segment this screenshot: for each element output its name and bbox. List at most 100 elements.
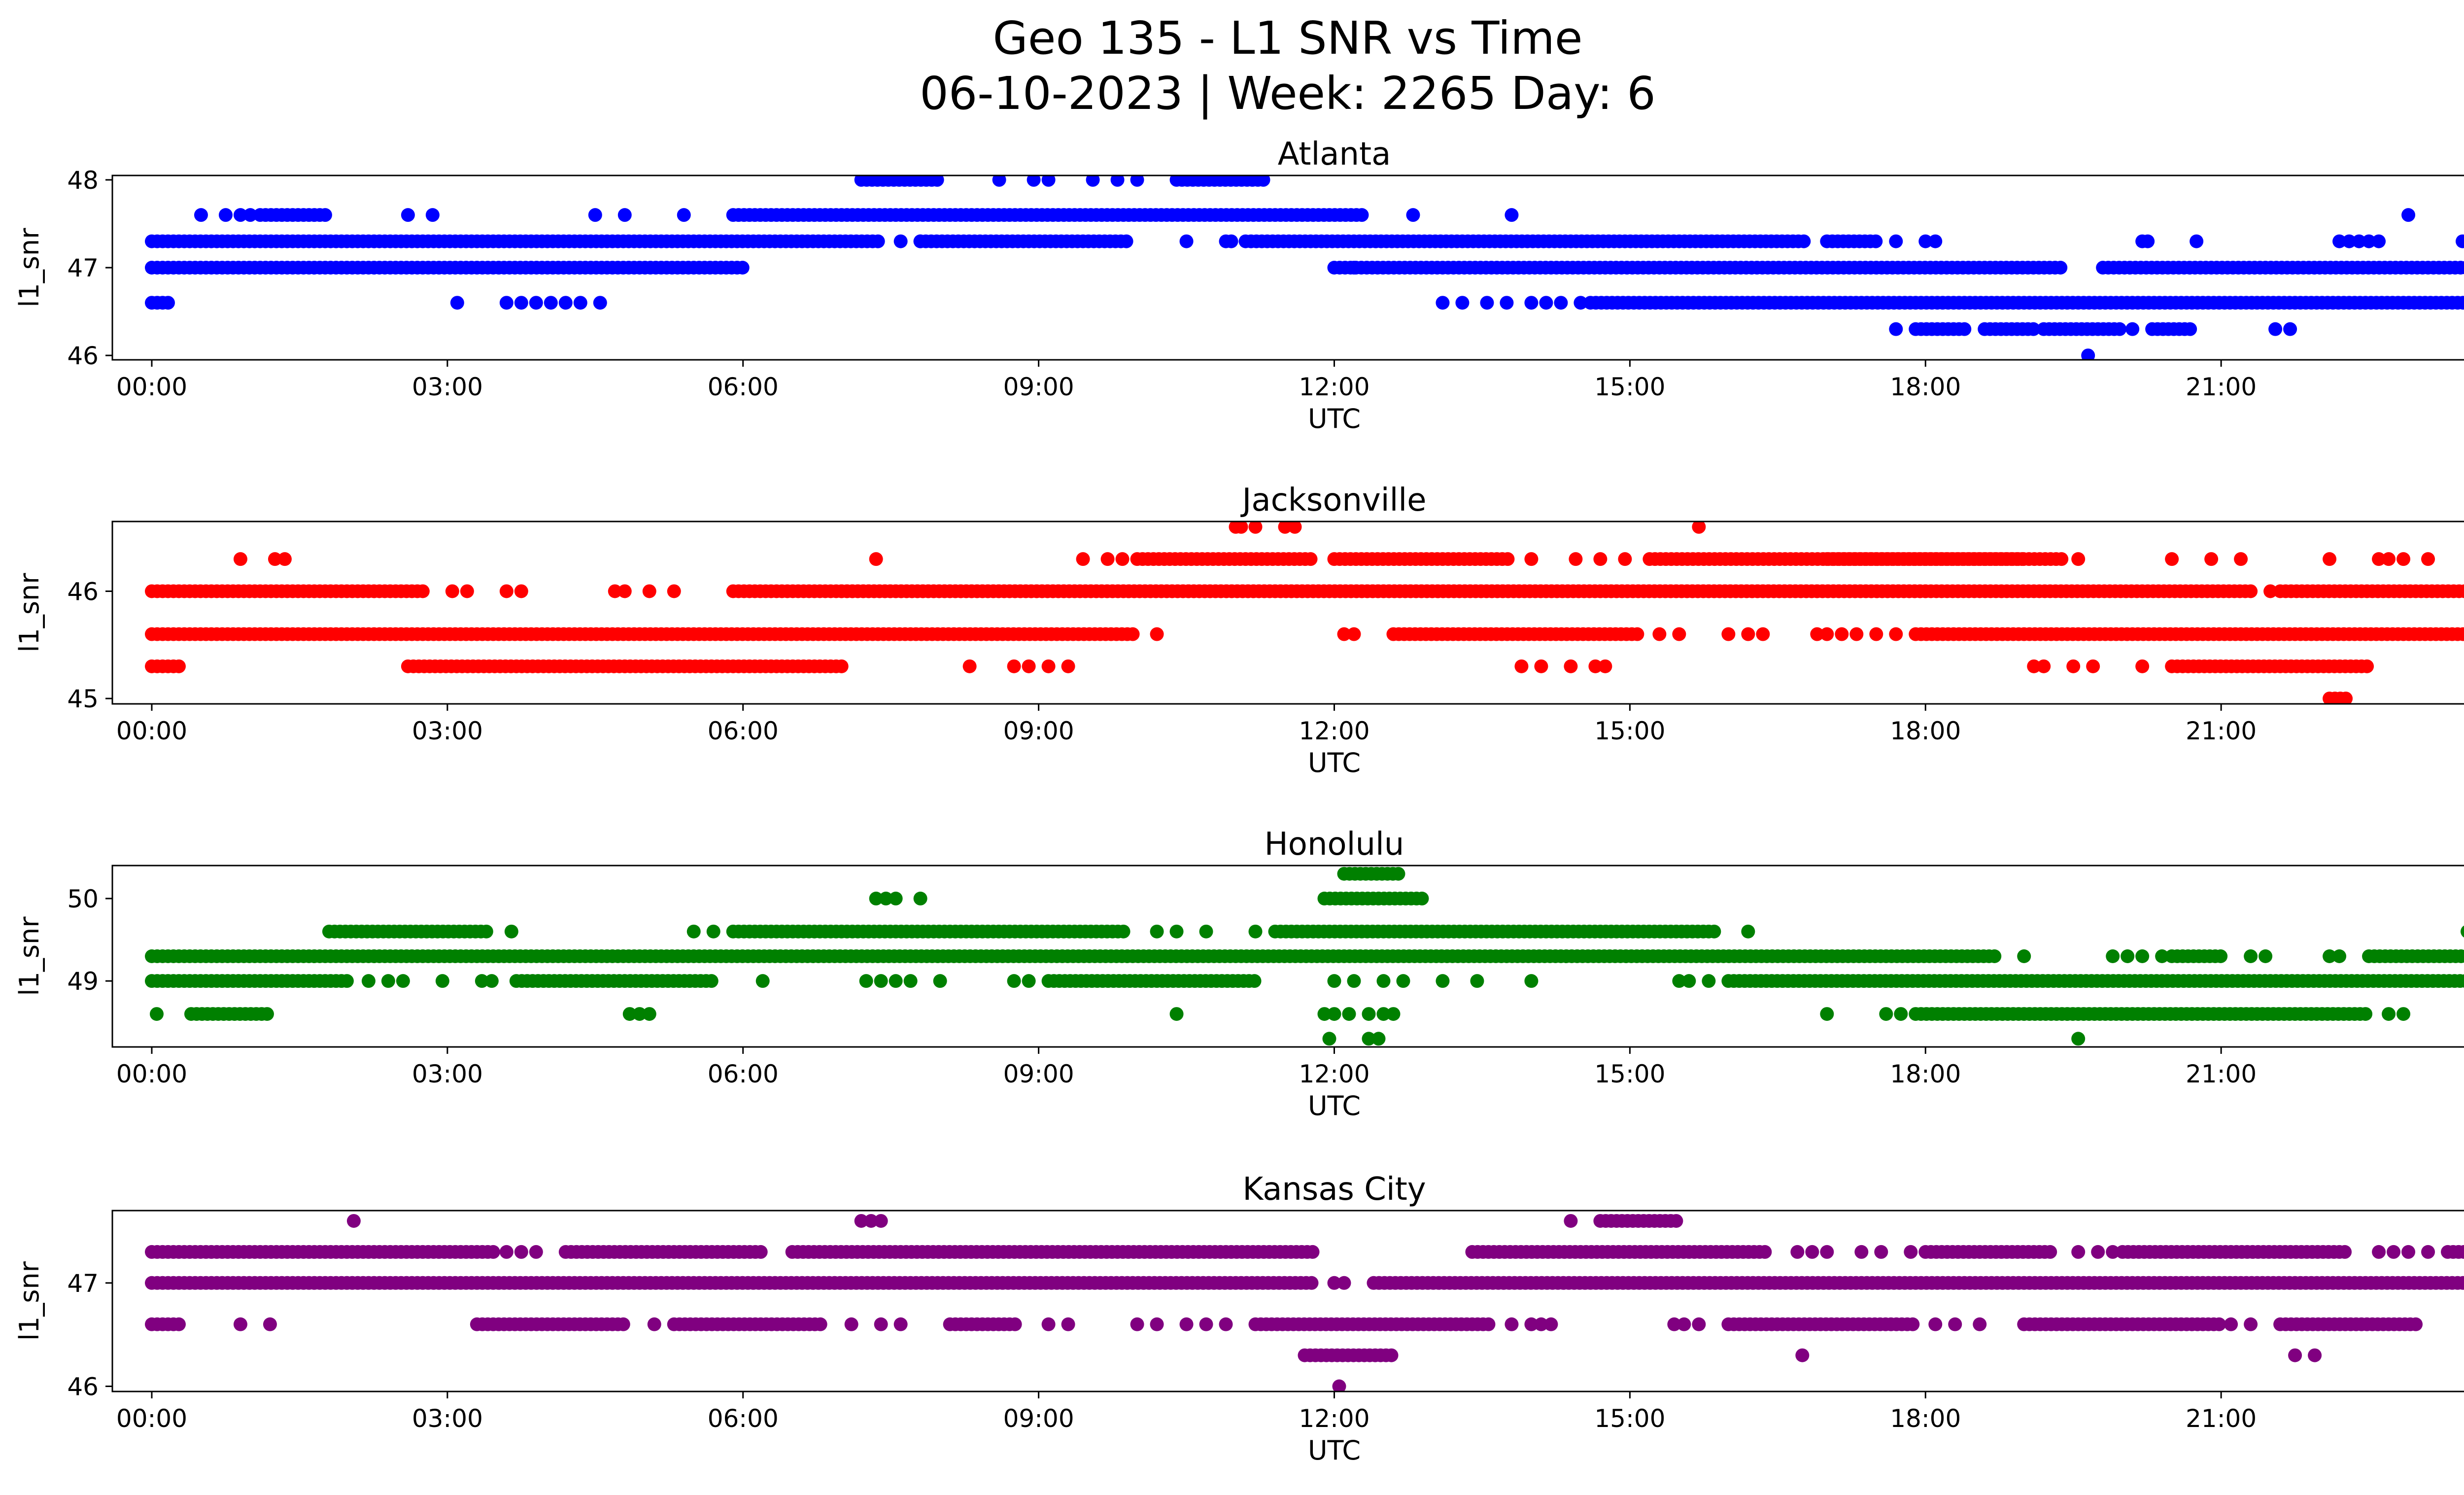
data-point [1879,1007,1893,1021]
data-point [1481,1317,1496,1331]
data-point [1672,627,1686,641]
data-point [2463,1248,2464,1256]
data-point [2204,552,2219,566]
data-point [1061,659,1075,673]
x-axis-label: UTC [1308,747,1361,778]
data-point [1386,1007,1401,1021]
data-point [667,584,681,598]
data-point [1820,627,1834,641]
data-point [1022,659,1036,673]
data-point [1539,296,1553,310]
data-point [1100,552,1115,566]
data-point [1022,974,1036,988]
data-point [460,584,474,598]
data-point [2135,949,2150,963]
data-point [2409,1317,2423,1331]
data-point [1598,659,1612,673]
data-point [1682,974,1696,988]
data-point [903,974,918,988]
data-point [2459,974,2464,988]
data-point [1889,234,1903,248]
data-point [1342,1007,1356,1021]
data-point [2086,659,2100,673]
data-point [2113,322,2127,336]
data-point [753,1245,768,1259]
y-axis-label: l1_snr [14,1261,45,1341]
data-point [1371,1032,1386,1046]
data-point [869,552,883,566]
data-point [1593,552,1608,566]
data-point [514,1245,528,1259]
data-point [2372,1245,2386,1259]
data-point [1327,1276,1341,1290]
y-tick-label: 49 [67,967,99,996]
data-point [874,974,888,988]
data-point [1027,175,1041,187]
x-tick-label: 00:00 [116,1060,187,1088]
data-point [2091,1245,2105,1259]
data-point [277,552,292,566]
data-point [2027,659,2041,673]
data-point [879,891,893,905]
data-point [2462,628,2464,640]
data-point [622,1007,637,1021]
data-point [2396,1007,2411,1021]
data-point [930,175,944,187]
data-point [686,924,701,939]
data-point [1115,552,1129,566]
data-point [1554,296,1568,310]
data-point [893,1317,908,1331]
data-point [1987,949,2002,963]
data-point [2462,297,2464,308]
data-point [2456,296,2464,310]
data-point [1973,1317,1987,1331]
data-point [2026,322,2041,336]
data-point [1544,1317,1558,1331]
data-point [484,974,499,988]
x-tick-label: 06:00 [708,717,779,745]
data-point [2359,1007,2373,1021]
data-point [479,924,493,939]
data-point [194,208,208,222]
data-point [396,974,410,988]
y-tick-label: 45 [67,685,99,713]
x-tick-label: 15:00 [1594,717,1665,745]
data-point [1169,1007,1184,1021]
data-point [617,584,632,598]
data-point [2308,1348,2322,1362]
data-point [1061,1317,1075,1331]
data-point [1918,584,1933,598]
x-tick-label: 18:00 [1890,1060,1961,1088]
data-point [1906,1317,1920,1331]
data-point [859,974,873,988]
data-point [2338,1245,2352,1259]
data-point [161,296,175,310]
x-tick-label: 09:00 [1003,717,1074,745]
data-point [1150,1317,1164,1331]
data-point [2244,584,2258,598]
data-point [608,584,622,598]
data-point [2071,552,2086,566]
data-point [2457,1245,2464,1259]
data-point [1347,974,1361,988]
data-point [1928,1317,1943,1331]
data-point [504,924,518,939]
data-point [529,296,543,310]
figure-title-line-1: Geo 135 - L1 SNR vs Time [992,12,1583,65]
data-point [2043,1245,2057,1259]
data-point [2342,234,2357,248]
data-point [1455,296,1470,310]
data-point [1795,1348,1810,1362]
data-point [2037,659,2051,673]
data-point [1041,659,1056,673]
data-point [1248,924,1263,939]
subplot-honolulu: Honolulu 00:00 03:00 06:00 09:00 12:00 15:00 18… [14,826,2464,1121]
data-point [1869,627,1883,641]
data-point [435,974,449,988]
data-point [1957,322,1972,336]
data-point [1337,1276,1351,1290]
data-point [1304,1276,1319,1290]
data-point [1501,552,1515,566]
data-point [2165,552,2179,566]
data-point [874,1214,888,1228]
